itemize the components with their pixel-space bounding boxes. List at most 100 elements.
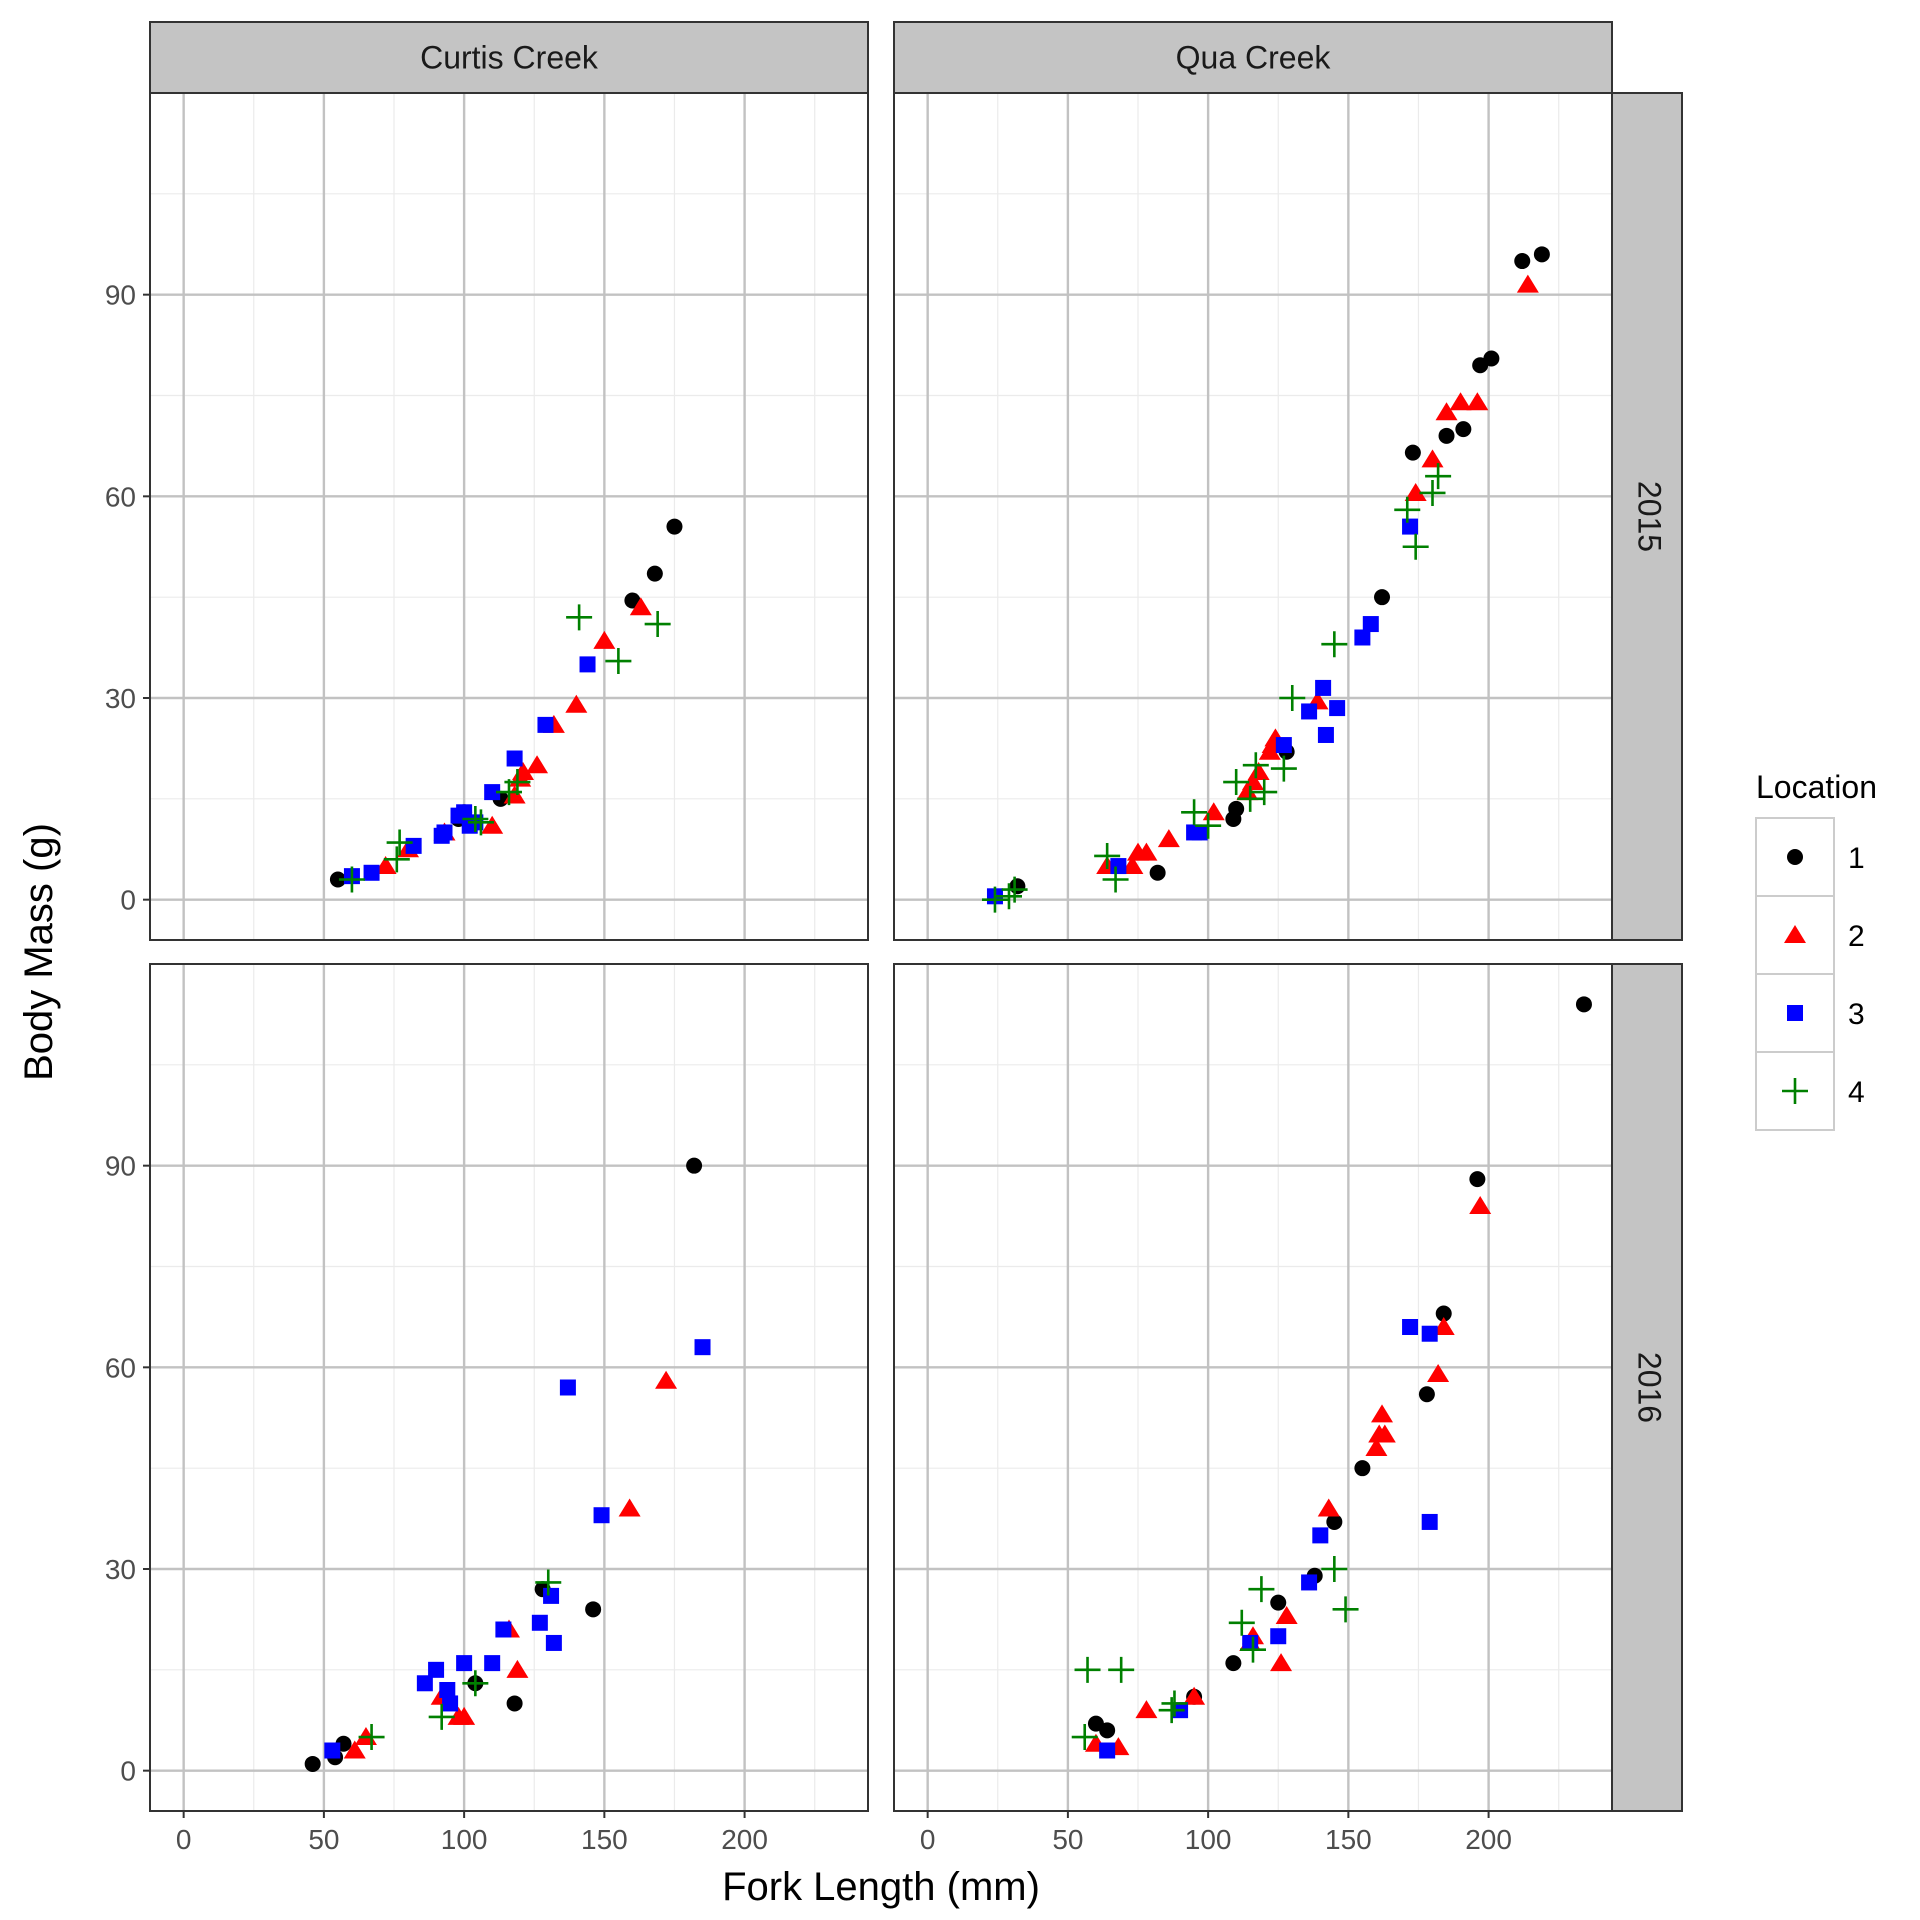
legend-marker [1784,925,1806,943]
column-strip-label: Qua Creek [1176,40,1332,76]
data-point [1121,856,1144,875]
x-tick-label: 0 [176,1824,192,1855]
data-point [531,1614,548,1631]
legend-label: 2 [1848,920,1865,953]
data-point [1228,1609,1255,1636]
data-point [1135,1700,1158,1719]
x-tick-label: 50 [308,1824,339,1855]
data-point [1514,253,1531,270]
data-point [1365,1438,1388,1456]
data-point [545,1634,562,1651]
data-point [666,518,683,535]
data-point [579,656,596,673]
data-point [1321,1556,1348,1582]
data-point [1321,631,1348,658]
x-tick-label: 200 [1465,1824,1512,1855]
x-tick-label: 100 [1185,1824,1232,1855]
data-point [1270,1594,1287,1611]
x-tick-label: 100 [441,1824,488,1855]
data-point [416,1675,433,1692]
data-point [995,883,1022,910]
panel-border [893,92,1613,941]
legend-label: 1 [1848,842,1865,875]
data-point [467,809,494,836]
data-point [694,1339,711,1356]
data-point [1071,1724,1098,1751]
data-point [535,1569,562,1596]
data-point [1332,1596,1359,1623]
panel-border [893,963,1613,1812]
data-point [1402,518,1419,535]
facet-panel: 0 50 100 150 200 [893,963,1613,1855]
data-point [686,1157,703,1174]
panel-background [150,93,868,940]
data-point [1001,876,1028,903]
data-point [1374,589,1391,606]
data-point [1317,1498,1340,1517]
data-point [1237,785,1264,812]
data-point [1402,1319,1419,1335]
data-point [593,630,616,649]
series-location-2 [1096,274,1539,875]
data-point [1301,1574,1318,1591]
data-point [1432,1317,1455,1335]
data-point [1157,829,1180,848]
data-point [1455,421,1472,438]
data-point [506,1659,529,1678]
data-point [1354,1460,1371,1477]
data-point [1270,1628,1287,1645]
data-point [1326,1513,1343,1530]
data-point [442,1695,459,1712]
row-strip-label: 2015 [1632,481,1668,552]
data-point [439,1682,456,1698]
data-point [1279,685,1306,711]
data-point [386,829,413,856]
data-point [543,1587,560,1604]
data-point [462,1670,489,1697]
x-tick-label: 200 [721,1824,768,1855]
data-point [566,604,593,631]
y-tick-label: 90 [105,280,136,311]
series-location-3 [324,1339,711,1759]
data-point [324,1742,341,1759]
data-point [1009,878,1026,895]
data-point [484,1655,501,1672]
data-point [1275,1606,1298,1625]
facet-panel: 0 30 60 90 0 50 100 150 200 [105,963,869,1855]
data-point [1418,1386,1435,1403]
data-point [1270,1653,1293,1672]
legend-marker [1787,849,1803,865]
data-point [506,750,523,767]
data-point [1158,1697,1185,1724]
data-point [559,1379,576,1396]
data-point [1435,1305,1452,1322]
data-point [428,1661,445,1678]
panel-background [150,964,868,1811]
data-point [1074,1656,1101,1683]
column-strip-background [149,21,869,94]
column-strip-background [893,21,1613,94]
data-point [1575,996,1592,1013]
y-tick-label: 30 [105,683,136,714]
data-point [1402,533,1429,560]
y-axis-title: Body Mass (g) [17,823,61,1081]
data-point [1438,427,1455,444]
y-tick-label: 90 [105,1151,136,1182]
data-point [1110,858,1127,875]
data-point [1149,864,1166,881]
data-point [495,1621,512,1638]
y-tick-label: 60 [105,1352,136,1383]
data-point [1191,824,1208,841]
row-strip: 2015 [1611,92,1683,941]
legend-entry: 1 [1755,817,1865,897]
data-point [453,1706,476,1725]
legend-marker [1782,1078,1808,1104]
y-tick-label: 60 [105,481,136,512]
data-point [1421,1513,1438,1530]
data-point [1466,392,1489,411]
data-point [1425,463,1452,490]
data-point [1099,1722,1116,1739]
data-point [462,806,489,832]
x-tick-label: 0 [920,1824,936,1855]
row-strip-label: 2016 [1632,1352,1668,1423]
